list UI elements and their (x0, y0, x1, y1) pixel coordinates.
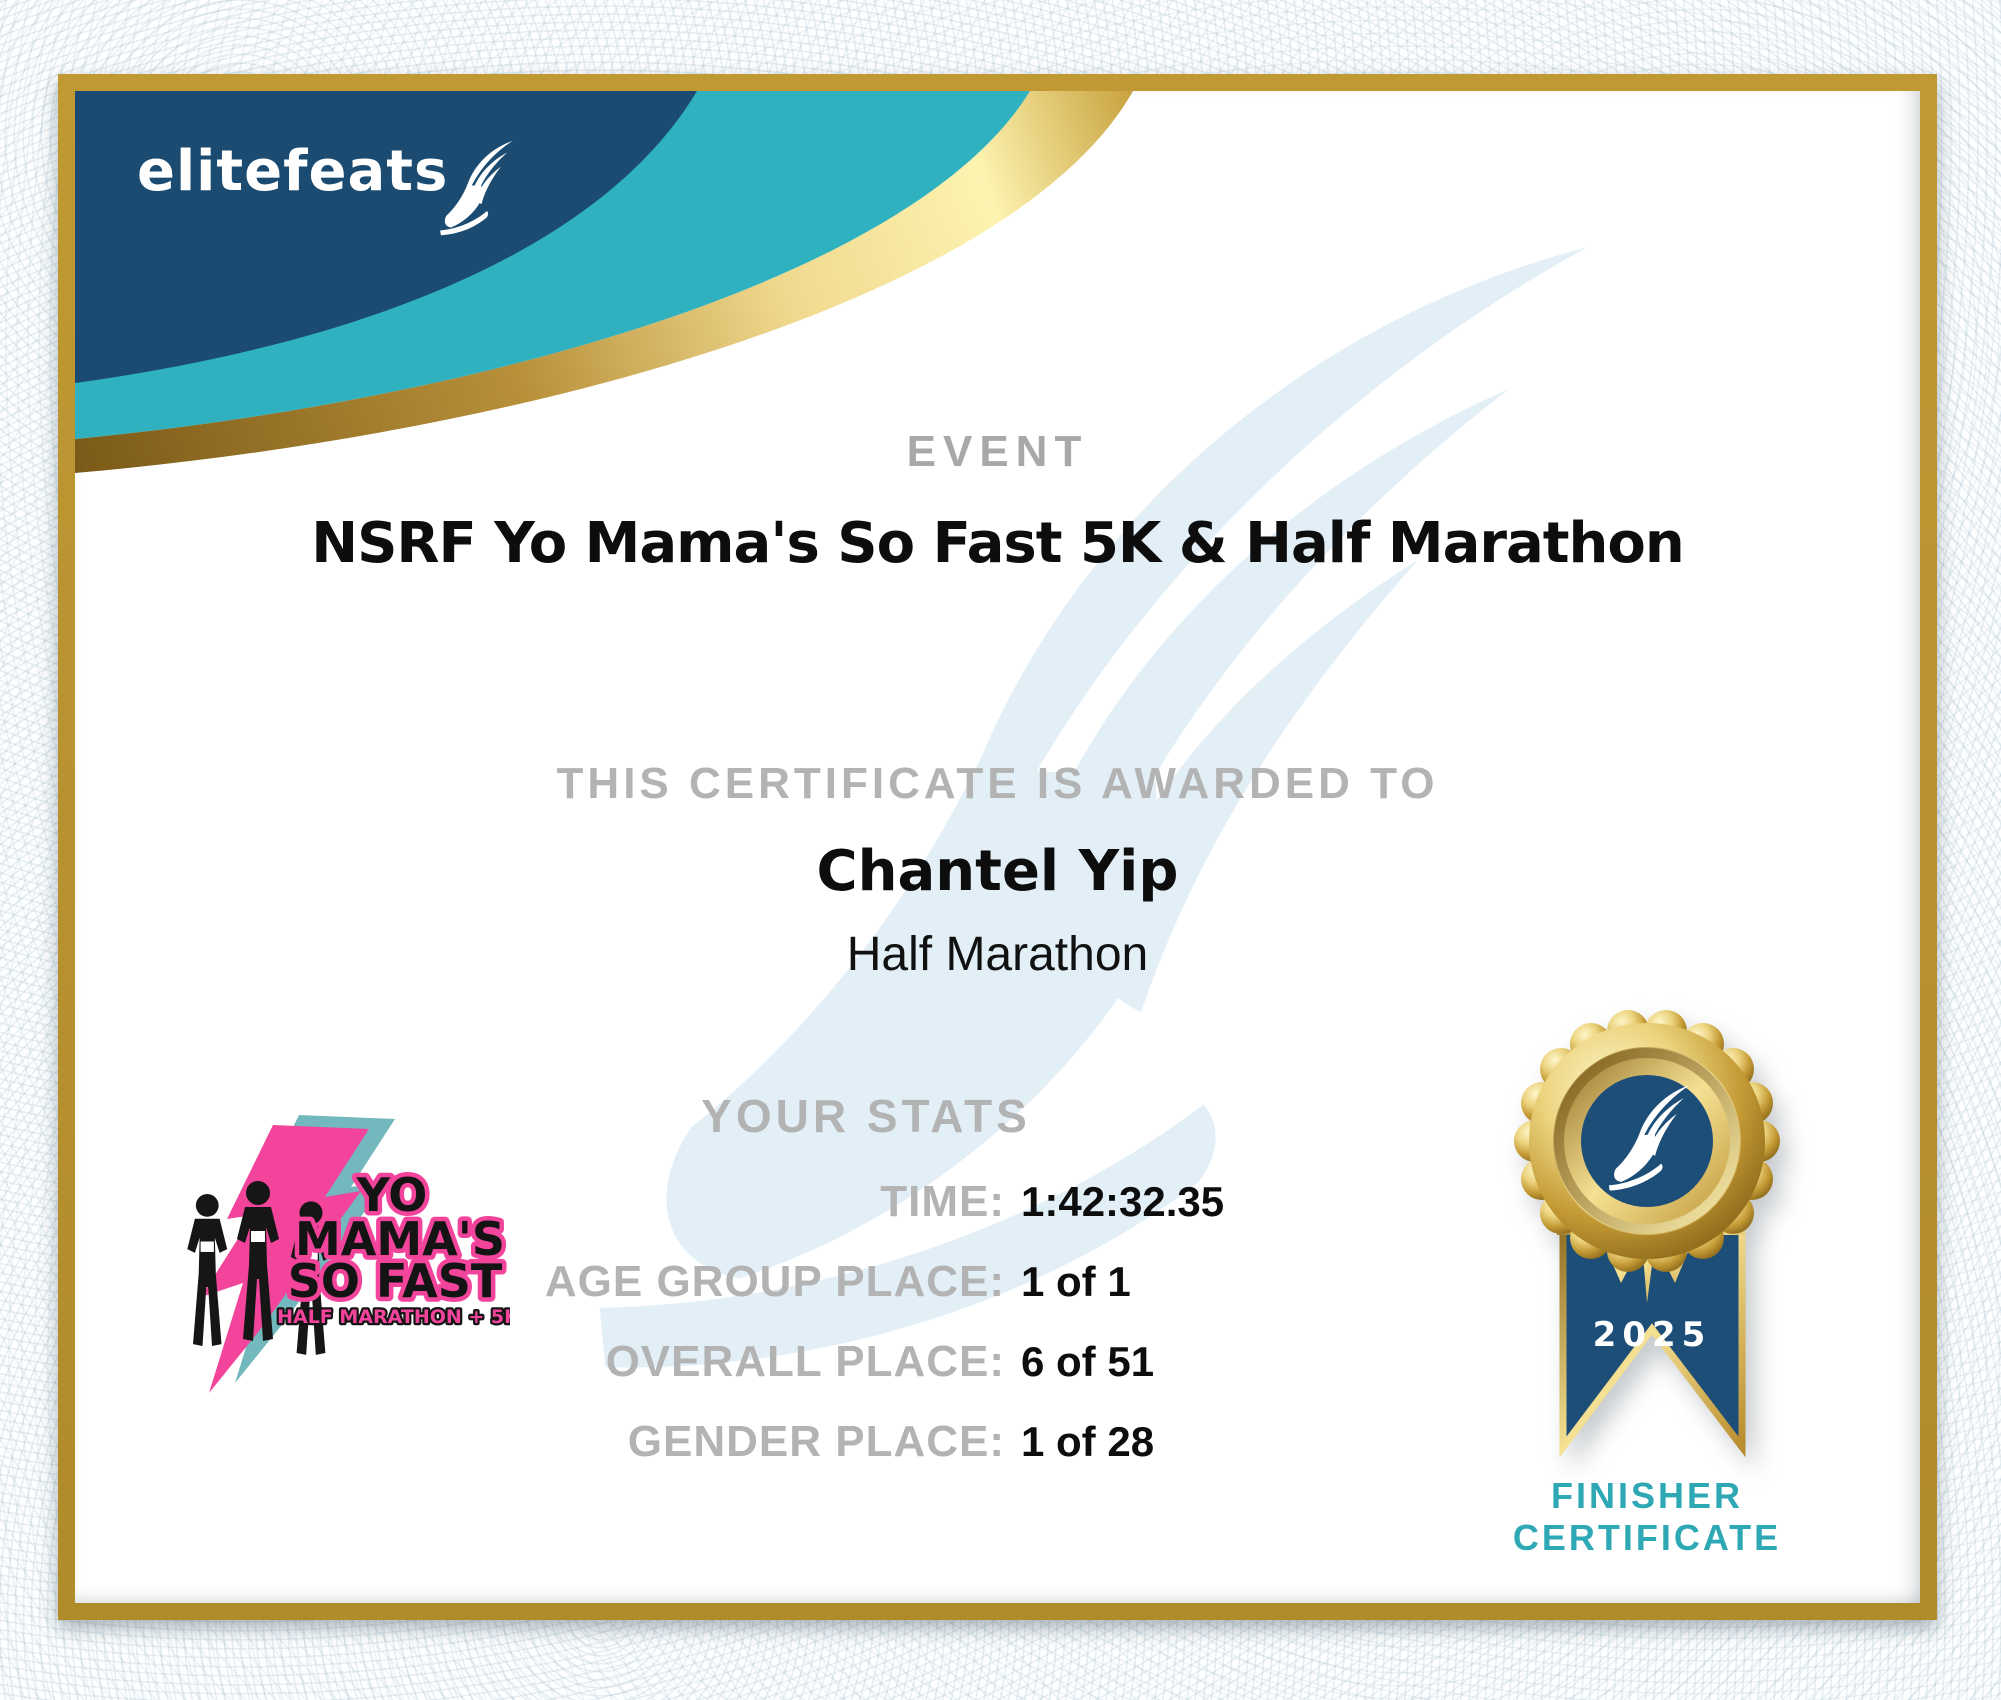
gold-border-frame: elitefeats EVENT NSRF Yo Mama's So Fast … (58, 74, 1937, 1620)
stats-heading: YOUR STATS (701, 1090, 1031, 1142)
medal-caption-line2: CERTIFICATE (1512, 1517, 1782, 1558)
event-label: EVENT (906, 427, 1089, 476)
header-swoosh-graphic (75, 91, 1133, 473)
race-division: Half Marathon (846, 928, 1149, 981)
stat-row-age-group-place: AGE GROUP PLACE: 1 of 1 (225, 1257, 1625, 1309)
stat-value: 1:42:32.35 (1021, 1178, 1225, 1225)
race-logo-tagline: HALF MARATHON + 5K (277, 1306, 510, 1328)
medal-caption-line1: FINISHER (1550, 1475, 1743, 1516)
medal-rosette (1514, 1010, 1780, 1272)
race-logo: YO MAMA'S SO FAST HALF MARATHON + 5K (187, 1115, 510, 1393)
stat-label: AGE GROUP PLACE: (544, 1257, 1005, 1306)
brand-logo-text: elitefeats (137, 139, 449, 204)
stat-label: GENDER PLACE: (627, 1417, 1005, 1466)
finisher-medal: 2025 (1514, 1010, 1780, 1458)
certificate-body: elitefeats EVENT NSRF Yo Mama's So Fast … (75, 91, 1920, 1603)
stat-row-time: TIME: 1:42:32.35 (225, 1177, 1625, 1229)
stat-row-gender-place: GENDER PLACE: 1 of 28 (225, 1417, 1625, 1469)
stat-label: TIME: (880, 1177, 1005, 1226)
race-logo-line2: MAMA'S (295, 1212, 505, 1266)
stat-label: OVERALL PLACE: (605, 1337, 1005, 1386)
stat-value: 1 of 1 (1021, 1258, 1131, 1305)
medal-caption: FINISHER CERTIFICATE (1497, 1475, 1797, 1559)
stat-value: 6 of 51 (1021, 1338, 1155, 1385)
event-title: NSRF Yo Mama's So Fast 5K & Half Maratho… (311, 511, 1685, 576)
stat-row-overall-place: OVERALL PLACE: 6 of 51 (225, 1337, 1625, 1389)
winged-foot-icon (437, 131, 515, 249)
stats-block: TIME: 1:42:32.35 AGE GROUP PLACE: 1 of 1… (225, 1177, 1625, 1497)
awarded-to-label: THIS CERTIFICATE IS AWARDED TO (556, 759, 1439, 808)
race-logo-line3: SO FAST (288, 1254, 503, 1308)
medal-year: 2025 (1593, 1315, 1712, 1355)
recipient-name: Chantel Yip (816, 839, 1179, 904)
race-logo-line1: YO (356, 1168, 428, 1222)
stat-value: 1 of 28 (1021, 1418, 1155, 1465)
